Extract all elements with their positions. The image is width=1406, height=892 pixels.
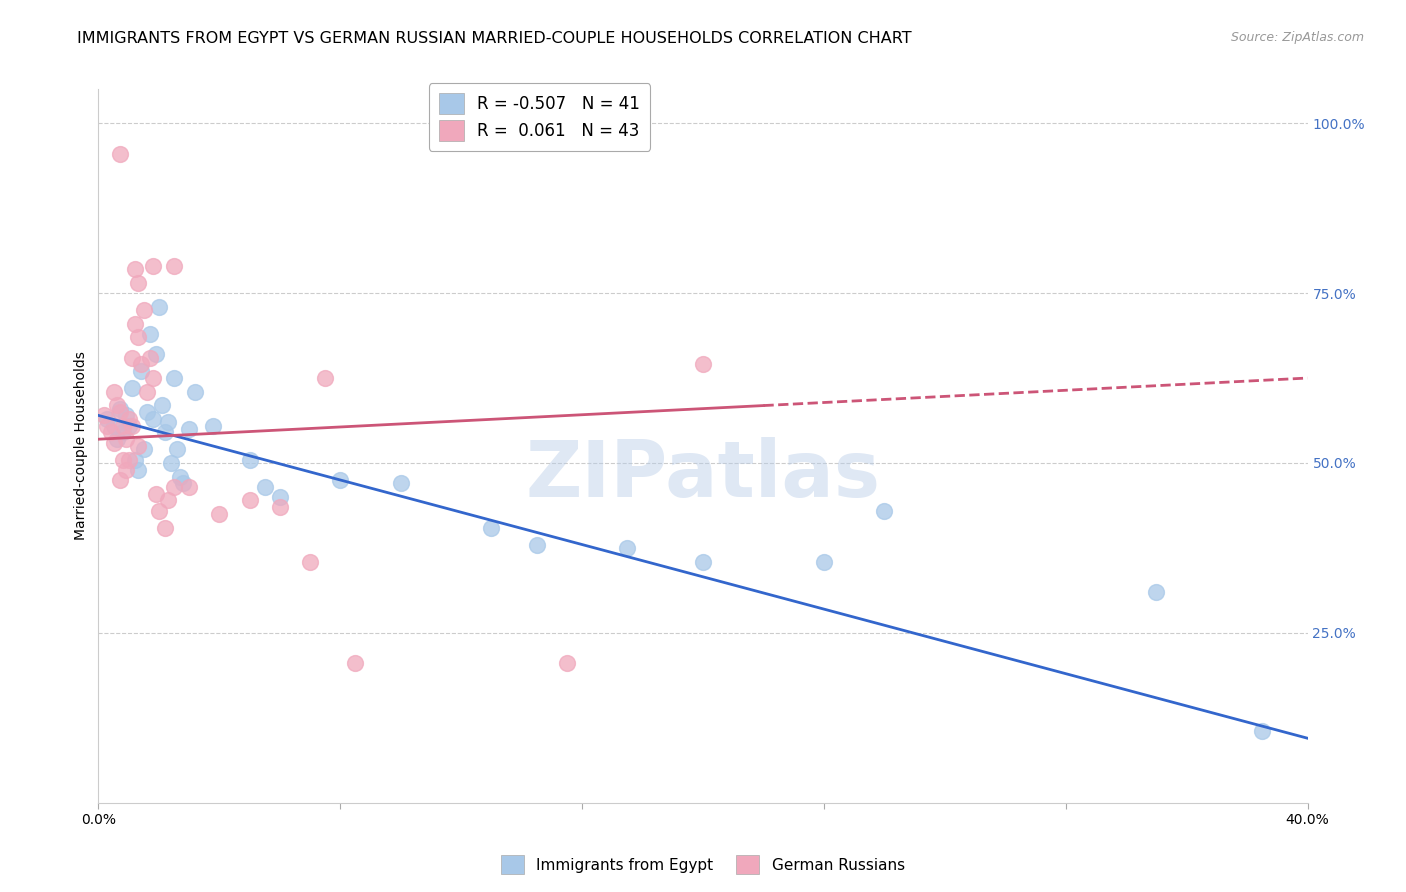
Point (156, 415, 179, 429)
Point (124, 262, 146, 277)
Point (163, 480, 186, 494)
Point (169, 469, 191, 483)
Point (108, 473, 131, 487)
Text: IMMIGRANTS FROM EGYPT VS GERMAN RUSSIAN MARRIED-COUPLE HOUSEHOLDS CORRELATION CH: IMMIGRANTS FROM EGYPT VS GERMAN RUSSIAN … (77, 31, 912, 46)
Point (103, 418, 125, 433)
Point (239, 452, 262, 467)
Point (103, 384, 125, 399)
Point (139, 326, 162, 341)
Point (156, 493, 179, 508)
Point (314, 371, 336, 385)
Point (269, 490, 291, 504)
Point (253, 480, 276, 494)
Point (105, 432, 128, 446)
Point (121, 351, 143, 365)
Point (239, 493, 262, 508)
Point (163, 371, 186, 385)
Point (142, 371, 165, 385)
Point (163, 259, 186, 273)
Point (135, 405, 157, 419)
Point (179, 480, 201, 494)
Point (105, 398, 128, 412)
Point (96, 412, 118, 426)
Point (160, 456, 183, 470)
Text: ZIPatlas: ZIPatlas (526, 436, 880, 513)
Point (118, 412, 141, 426)
Point (139, 351, 162, 365)
Point (124, 452, 146, 467)
Point (481, 520, 503, 534)
Point (108, 405, 131, 419)
Point (208, 507, 231, 521)
Point (526, 537, 548, 551)
Point (873, 503, 896, 517)
Point (114, 409, 136, 423)
Point (142, 259, 165, 273)
Point (111, 418, 134, 433)
Point (148, 300, 170, 314)
Point (616, 541, 638, 555)
Y-axis label: Married-couple Households: Married-couple Households (75, 351, 89, 541)
Point (150, 398, 173, 412)
Point (96, 418, 118, 433)
Point (202, 418, 225, 433)
Point (269, 500, 291, 515)
Point (103, 435, 125, 450)
Point (344, 657, 367, 671)
Point (179, 422, 201, 436)
Point (299, 555, 322, 569)
Point (108, 401, 131, 416)
Point (129, 358, 152, 372)
Point (111, 425, 134, 440)
Point (114, 432, 136, 446)
Point (121, 418, 143, 433)
Point (172, 476, 194, 491)
Point (153, 520, 176, 534)
Point (153, 425, 176, 440)
Point (127, 276, 149, 290)
Point (124, 317, 146, 331)
Point (813, 555, 835, 569)
Point (1251, 724, 1274, 739)
Point (129, 364, 152, 378)
Point (93, 409, 115, 423)
Point (1144, 585, 1167, 599)
Point (184, 384, 207, 399)
Legend: Immigrants from Egypt, German Russians: Immigrants from Egypt, German Russians (495, 849, 911, 880)
Point (145, 486, 167, 500)
Point (132, 442, 155, 457)
Point (148, 503, 170, 517)
Point (114, 463, 136, 477)
Legend: R = -0.507   N = 41, R =  0.061   N = 43: R = -0.507 N = 41, R = 0.061 N = 43 (429, 83, 651, 151)
Point (127, 439, 149, 453)
Point (118, 418, 141, 433)
Point (135, 384, 157, 399)
Point (329, 473, 352, 487)
Point (118, 452, 141, 467)
Point (132, 303, 155, 318)
Point (145, 347, 167, 361)
Point (692, 555, 714, 569)
Point (555, 657, 578, 671)
Point (142, 412, 165, 426)
Point (111, 452, 134, 467)
Point (121, 381, 143, 395)
Point (127, 330, 149, 344)
Point (127, 463, 149, 477)
Point (108, 146, 131, 161)
Point (389, 476, 412, 491)
Text: Source: ZipAtlas.com: Source: ZipAtlas.com (1230, 31, 1364, 45)
Point (100, 425, 122, 440)
Point (166, 442, 188, 457)
Point (692, 358, 714, 372)
